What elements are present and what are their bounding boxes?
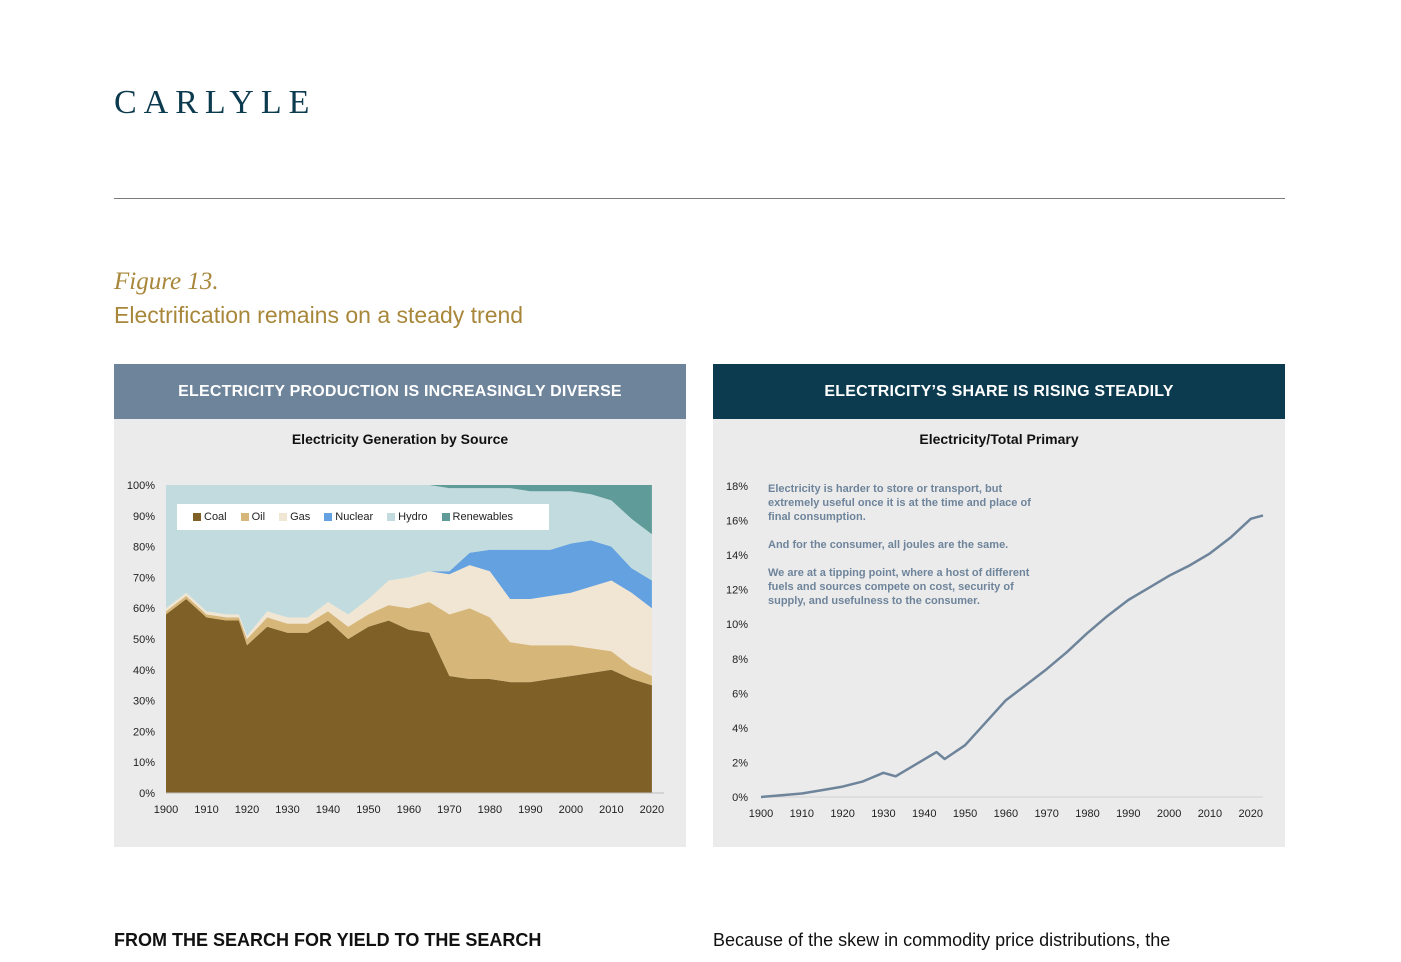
generation-panel: ELECTRICITY PRODUCTION IS INCREASINGLY D…: [114, 364, 686, 847]
x-tick-label: 1960: [397, 804, 421, 816]
y-tick-label: 18%: [726, 481, 748, 493]
x-tick-label: 1930: [275, 804, 299, 816]
legend-swatch: [240, 513, 249, 521]
x-tick-label: 1940: [316, 804, 340, 816]
figure-number: Figure 13.: [114, 268, 219, 295]
y-tick-label: 8%: [732, 654, 748, 666]
x-tick-label: 1900: [749, 808, 773, 820]
share-line-chart: 0% 2% 4% 6% 8% 10% 12% 14% 16% 18% 1900 1910 1920 193…: [726, 481, 1264, 820]
chart-annotation: Electricity is harder to store or transp…: [768, 482, 1038, 622]
y-tick-label: 30%: [133, 696, 155, 708]
y-tick-label: 20%: [133, 726, 155, 738]
x-tick-label: 1920: [235, 804, 259, 816]
legend-swatch: [193, 513, 201, 521]
y-tick-label: 0%: [139, 788, 155, 800]
share-line-series: [760, 514, 1264, 799]
carlyle-logo: CARLYLE: [114, 84, 317, 121]
x-tick-label: 2010: [1198, 808, 1222, 820]
x-tick-label: 2000: [559, 804, 583, 816]
legend-item-coal: Coal: [193, 511, 227, 523]
generation-panel-header: ELECTRICITY PRODUCTION IS INCREASINGLY D…: [114, 364, 686, 419]
legend-swatch: [279, 513, 288, 521]
x-tick-label: 1950: [356, 804, 380, 816]
header-divider: [114, 198, 1285, 199]
body-text: Because of the skew in commodity price d…: [713, 930, 1171, 950]
x-tick-label: 1920: [830, 808, 854, 820]
area-series-nuclear: [166, 540, 652, 636]
y-tick-label: 12%: [726, 585, 748, 597]
y-tick-label: 10%: [726, 619, 748, 631]
legend-item-renewables: Renewables: [441, 511, 514, 523]
legend-label: Renewables: [452, 511, 514, 523]
section-heading: FROM THE SEARCH FOR YIELD TO THE SEARCH: [114, 930, 542, 950]
x-tick-label: 1950: [953, 808, 977, 820]
x-tick-label: 1970: [1034, 808, 1058, 820]
y-tick-label: 6%: [732, 688, 748, 700]
legend-item-hydro: Hydro: [387, 511, 428, 523]
y-tick-label: 80%: [133, 542, 155, 554]
figure-title: Electrification remains on a steady tren…: [114, 302, 524, 328]
generation-chart-title: Electricity Generation by Source: [291, 431, 509, 447]
x-tick-label: 2010: [599, 804, 623, 816]
legend-label: Hydro: [398, 511, 428, 523]
y-tick-label: 70%: [133, 572, 155, 584]
legend-label: Nuclear: [335, 511, 374, 523]
area-series-gas: [166, 565, 652, 676]
y-tick-label: 100%: [127, 480, 155, 492]
x-tick-label: 1930: [871, 808, 895, 820]
area-series-renewables: [166, 485, 652, 535]
x-tick-label: 1910: [194, 804, 218, 816]
x-tick-label: 2020: [640, 804, 664, 816]
chart-legend: Coal Oil Gas Nuclear Hydro Renewables: [177, 504, 549, 530]
generation-area-chart: 0% 10% 20% 30% 40% 50% 60% 70% 80% 90% 100% 1900 191…: [127, 480, 664, 816]
share-chart-title: Electricity/Total Primary: [919, 431, 1079, 447]
y-tick-label: 90%: [133, 511, 155, 523]
legend-swatch: [441, 513, 450, 521]
area-series-coal: [166, 599, 652, 793]
legend-item-nuclear: Nuclear: [324, 511, 373, 523]
y-tick-label: 2%: [732, 757, 748, 769]
y-tick-label: 10%: [133, 757, 155, 769]
y-tick-label: 60%: [133, 603, 155, 615]
x-tick-label: 1990: [1116, 808, 1140, 820]
x-tick-label: 2020: [1239, 808, 1263, 820]
x-tick-label: 1900: [154, 804, 178, 816]
y-tick-label: 50%: [133, 634, 155, 646]
y-tick-label: 0%: [732, 792, 748, 804]
legend-label: Gas: [290, 511, 311, 523]
legend-item-gas: Gas: [279, 511, 310, 523]
legend-label: Coal: [204, 511, 227, 523]
share-panel: ELECTRICITY’S SHARE IS RISING STEADILY E…: [713, 364, 1285, 847]
x-tick-label: 1940: [912, 808, 936, 820]
area-series-oil: [166, 595, 652, 686]
annotation-paragraph: We are at a tipping point, where a host …: [768, 567, 1030, 607]
annotation-paragraph: Electricity is harder to store or transp…: [768, 483, 1031, 523]
x-tick-label: 1970: [437, 804, 461, 816]
legend-swatch: [324, 513, 333, 521]
y-tick-label: 14%: [726, 550, 748, 562]
annotation-paragraph: And for the consumer, all joules are the…: [768, 539, 1009, 551]
legend-label: Oil: [251, 511, 266, 523]
x-tick-label: 1980: [1075, 808, 1099, 820]
x-tick-label: 1990: [518, 804, 542, 816]
y-tick-label: 40%: [133, 665, 155, 677]
y-tick-label: 4%: [732, 723, 748, 735]
x-tick-label: 1980: [478, 804, 502, 816]
y-tick-label: 16%: [726, 516, 748, 528]
x-tick-label: 1910: [790, 808, 814, 820]
share-panel-header: ELECTRICITY’S SHARE IS RISING STEADILY: [713, 364, 1285, 419]
x-tick-label: 1960: [994, 808, 1018, 820]
legend-swatch: [387, 513, 396, 521]
x-tick-label: 2000: [1157, 808, 1181, 820]
legend-item-oil: Oil: [240, 511, 266, 523]
